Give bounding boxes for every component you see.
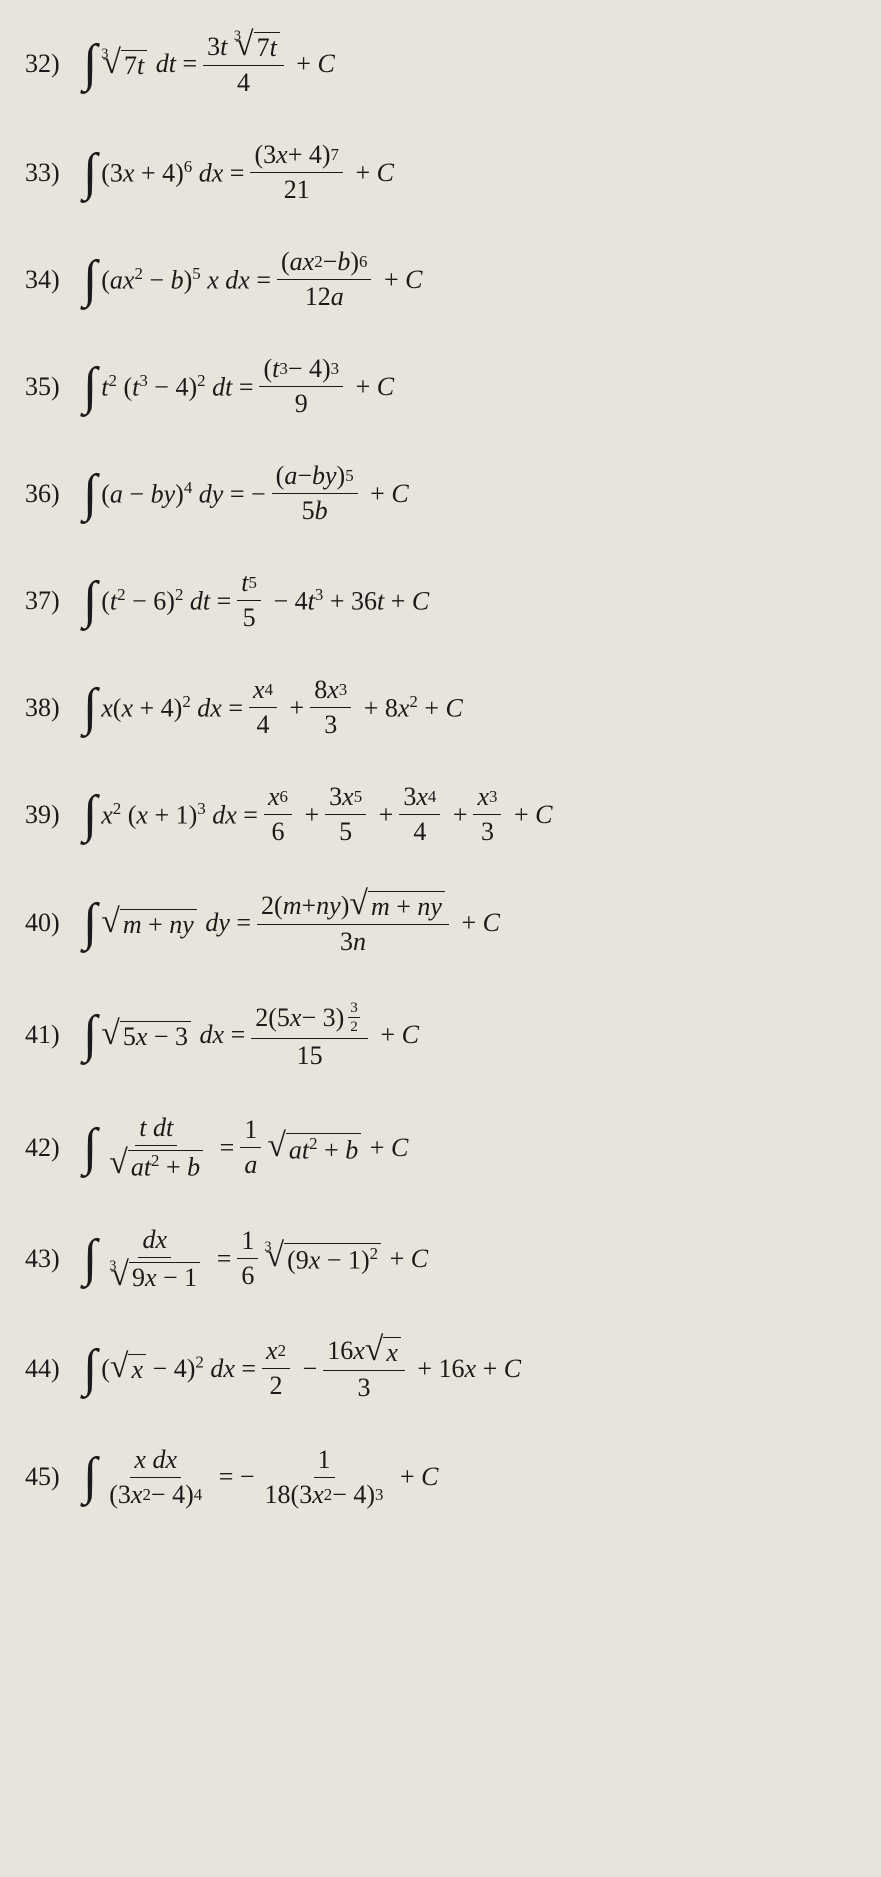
integral-icon: ∫ bbox=[83, 1127, 97, 1169]
problem-44: 44) ∫ (√x − 4)2 dx = x22 − 16x√x3 + 16x … bbox=[25, 1335, 861, 1403]
problem-36: 36) ∫ (a − by)4 dy = − (a − by)5 5b + C bbox=[25, 461, 861, 526]
problem-40: 40) ∫ √m + ny dy = 2(m + ny)√m + ny 3n +… bbox=[25, 889, 861, 957]
cube-root: 3 √ 7t bbox=[101, 48, 147, 81]
problem-number: 39) bbox=[25, 800, 83, 830]
integral-icon: ∫ bbox=[83, 794, 97, 836]
problem-43: 43) ∫ dx 3√9x − 1 = 16 3√(9x − 1)2 + C bbox=[25, 1225, 861, 1293]
problem-35: 35) ∫ t2 (t3 − 4)2 dt = (t3 − 4)3 9 + C bbox=[25, 354, 861, 419]
problem-number: 36) bbox=[25, 479, 83, 509]
integral-icon: ∫ bbox=[83, 687, 97, 729]
problem-number: 43) bbox=[25, 1244, 83, 1274]
integral-icon: ∫ bbox=[83, 1456, 97, 1498]
problem-number: 45) bbox=[25, 1462, 83, 1492]
problem-32: 32) ∫ 3 √ 7t dt = 3t 3√7t 4 + C bbox=[25, 30, 861, 98]
integral-icon: ∫ bbox=[83, 473, 97, 515]
problem-41: 41) ∫ √5x − 3 dx = 2(5x − 3)32 15 + C bbox=[25, 999, 861, 1071]
problem-37: 37) ∫ (t2 − 6)2 dt = t55 − 4t3 + 36t + C bbox=[25, 568, 861, 633]
problem-number: 34) bbox=[25, 265, 83, 295]
problem-number: 33) bbox=[25, 158, 83, 188]
integral-icon: ∫ bbox=[83, 152, 97, 194]
integral-icon: ∫ bbox=[83, 1348, 97, 1390]
integral-icon: ∫ bbox=[83, 580, 97, 622]
problem-number: 44) bbox=[25, 1354, 83, 1384]
problem-39: 39) ∫ x2 (x + 1)3 dx = x66 + 3x55 + 3x44… bbox=[25, 782, 861, 847]
problem-33: 33) ∫ (3x + 4)6 dx = (3x + 4)7 21 + C bbox=[25, 140, 861, 205]
integral-icon: ∫ bbox=[83, 1238, 97, 1280]
problem-45: 45) ∫ x dx (3x2 − 4)4 = − 1 18(3x2 − 4)3… bbox=[25, 1445, 861, 1510]
problem-38: 38) ∫ x(x + 4)2 dx = x44 + 8x33 + 8x2 + … bbox=[25, 675, 861, 740]
equation: ∫ 3 √ 7t dt = 3t 3√7t 4 + C bbox=[83, 30, 335, 98]
problem-number: 40) bbox=[25, 908, 83, 938]
integral-icon: ∫ bbox=[83, 259, 97, 301]
integral-icon: ∫ bbox=[83, 1014, 97, 1056]
integral-icon: ∫ bbox=[83, 43, 97, 85]
integral-icon: ∫ bbox=[83, 902, 97, 944]
problem-42: 42) ∫ t dt √at2 + b = 1a √at2 + b + C bbox=[25, 1113, 861, 1183]
problem-34: 34) ∫ (ax2 − b)5 x dx = (ax2 − b)6 12a +… bbox=[25, 247, 861, 312]
integral-icon: ∫ bbox=[83, 366, 97, 408]
problem-number: 35) bbox=[25, 372, 83, 402]
problem-number: 32) bbox=[25, 49, 83, 79]
problem-number: 41) bbox=[25, 1020, 83, 1050]
problem-number: 38) bbox=[25, 693, 83, 723]
problem-number: 42) bbox=[25, 1133, 83, 1163]
fraction: 3t 3√7t 4 bbox=[203, 30, 284, 98]
problem-number: 37) bbox=[25, 586, 83, 616]
